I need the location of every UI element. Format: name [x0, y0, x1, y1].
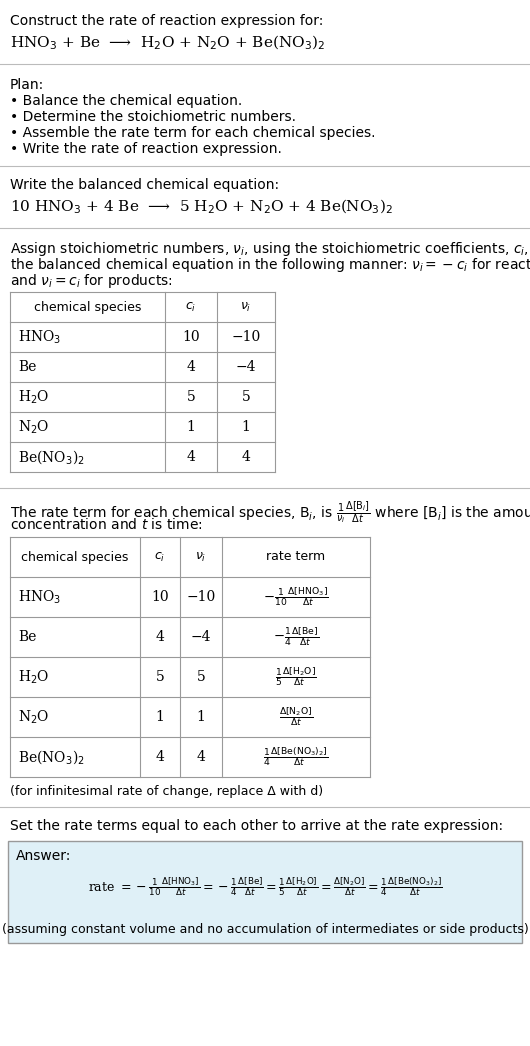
Text: 4: 4 [242, 450, 251, 464]
Text: 5: 5 [187, 390, 196, 404]
Text: $\frac{1}{5}\frac{\Delta[\mathrm{H_2O}]}{\Delta t}$: $\frac{1}{5}\frac{\Delta[\mathrm{H_2O}]}… [275, 665, 317, 688]
Text: and $\nu_i = c_i$ for products:: and $\nu_i = c_i$ for products: [10, 272, 173, 290]
Text: Construct the rate of reaction expression for:: Construct the rate of reaction expressio… [10, 14, 323, 28]
Text: $\frac{1}{4}\frac{\Delta[\mathrm{Be(NO_3)_2}]}{\Delta t}$: $\frac{1}{4}\frac{\Delta[\mathrm{Be(NO_3… [263, 746, 329, 769]
Text: • Write the rate of reaction expression.: • Write the rate of reaction expression. [10, 142, 282, 156]
Text: chemical species: chemical species [34, 300, 141, 314]
Text: HNO$_3$ + Be  ⟶  H$_2$O + N$_2$O + Be(NO$_3$)$_2$: HNO$_3$ + Be ⟶ H$_2$O + N$_2$O + Be(NO$_… [10, 35, 325, 52]
Text: 4: 4 [187, 360, 196, 374]
Text: the balanced chemical equation in the following manner: $\nu_i = -c_i$ for react: the balanced chemical equation in the fo… [10, 256, 530, 274]
Text: • Determine the stoichiometric numbers.: • Determine the stoichiometric numbers. [10, 110, 296, 124]
Text: 10 HNO$_3$ + 4 Be  ⟶  5 H$_2$O + N$_2$O + 4 Be(NO$_3$)$_2$: 10 HNO$_3$ + 4 Be ⟶ 5 H$_2$O + N$_2$O + … [10, 198, 393, 217]
Text: $\nu_i$: $\nu_i$ [196, 550, 207, 564]
Text: 4: 4 [187, 450, 196, 464]
Text: (assuming constant volume and no accumulation of intermediates or side products): (assuming constant volume and no accumul… [2, 923, 528, 936]
Text: concentration and $t$ is time:: concentration and $t$ is time: [10, 517, 202, 532]
Text: • Assemble the rate term for each chemical species.: • Assemble the rate term for each chemic… [10, 126, 375, 140]
Text: 4: 4 [156, 630, 164, 644]
Text: −10: −10 [232, 329, 261, 344]
Text: $c_i$: $c_i$ [154, 550, 166, 564]
Text: 4: 4 [197, 750, 206, 764]
Text: 1: 1 [197, 710, 206, 724]
Text: −4: −4 [236, 360, 256, 374]
Text: $-\frac{1}{4}\frac{\Delta[\mathrm{Be}]}{\Delta t}$: $-\frac{1}{4}\frac{\Delta[\mathrm{Be}]}{… [273, 626, 319, 649]
Text: (for infinitesimal rate of change, replace Δ with d): (for infinitesimal rate of change, repla… [10, 784, 323, 798]
Text: Be: Be [18, 630, 37, 644]
Text: Be(NO$_3$)$_2$: Be(NO$_3$)$_2$ [18, 748, 85, 766]
Text: • Balance the chemical equation.: • Balance the chemical equation. [10, 94, 242, 108]
Text: H$_2$O: H$_2$O [18, 388, 49, 406]
Text: 10: 10 [151, 590, 169, 604]
Text: 5: 5 [197, 670, 206, 684]
Text: 10: 10 [182, 329, 200, 344]
Text: Assign stoichiometric numbers, $\nu_i$, using the stoichiometric coefficients, $: Assign stoichiometric numbers, $\nu_i$, … [10, 240, 530, 258]
Text: N$_2$O: N$_2$O [18, 418, 49, 436]
Text: chemical species: chemical species [21, 550, 129, 564]
Text: −10: −10 [187, 590, 216, 604]
Text: 1: 1 [242, 420, 251, 434]
Text: rate term: rate term [267, 550, 325, 564]
Text: $-\frac{1}{10}\frac{\Delta[\mathrm{HNO_3}]}{\Delta t}$: $-\frac{1}{10}\frac{\Delta[\mathrm{HNO_3… [263, 586, 329, 609]
Text: −4: −4 [191, 630, 211, 644]
Text: $\nu_i$: $\nu_i$ [240, 300, 252, 314]
Text: The rate term for each chemical species, B$_i$, is $\frac{1}{\nu_i}\frac{\Delta[: The rate term for each chemical species,… [10, 500, 530, 526]
Text: HNO$_3$: HNO$_3$ [18, 328, 61, 345]
Text: 1: 1 [187, 420, 196, 434]
Text: Be(NO$_3$)$_2$: Be(NO$_3$)$_2$ [18, 448, 85, 465]
Text: $c_i$: $c_i$ [186, 300, 197, 314]
Text: Set the rate terms equal to each other to arrive at the rate expression:: Set the rate terms equal to each other t… [10, 819, 503, 833]
Text: 5: 5 [156, 670, 164, 684]
FancyBboxPatch shape [8, 841, 522, 943]
Text: Be: Be [18, 360, 37, 374]
Text: rate $= -\frac{1}{10}\frac{\Delta[\mathrm{HNO_3}]}{\Delta t} = -\frac{1}{4}\frac: rate $= -\frac{1}{10}\frac{\Delta[\mathr… [87, 876, 443, 899]
Text: $\frac{\Delta[\mathrm{N_2O}]}{\Delta t}$: $\frac{\Delta[\mathrm{N_2O}]}{\Delta t}$ [279, 706, 313, 728]
Text: Plan:: Plan: [10, 78, 44, 92]
Text: 5: 5 [242, 390, 250, 404]
Text: H$_2$O: H$_2$O [18, 668, 49, 686]
Text: HNO$_3$: HNO$_3$ [18, 588, 61, 606]
Text: Write the balanced chemical equation:: Write the balanced chemical equation: [10, 178, 279, 192]
Text: N$_2$O: N$_2$O [18, 708, 49, 726]
Text: 4: 4 [156, 750, 164, 764]
Text: 1: 1 [156, 710, 164, 724]
Text: Answer:: Answer: [16, 849, 72, 863]
